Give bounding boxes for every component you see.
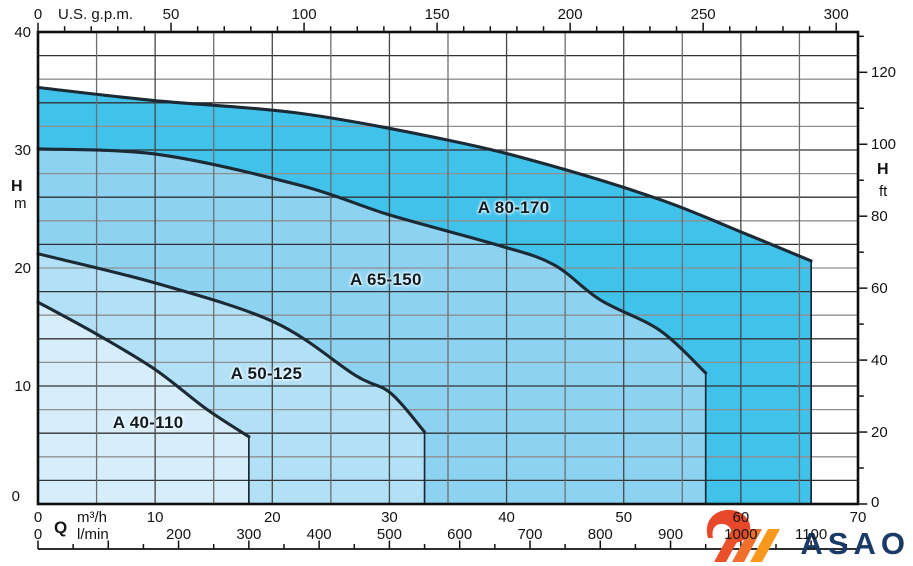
top-axis-unit-label: U.S. g.p.m. xyxy=(58,6,134,23)
bottom-m3h-tick-label: 70 xyxy=(849,509,867,526)
bottom-lmin-tick-label: 900 xyxy=(658,526,684,543)
bottom-m3h-tick-label: 60 xyxy=(732,509,750,526)
right-axis-tick-label: 60 xyxy=(871,280,888,298)
right-axis-tick-label: 80 xyxy=(871,208,888,226)
right-axis-tick-label: 20 xyxy=(871,424,888,442)
curve-a-65-150 xyxy=(36,147,708,375)
left-axis-quantity-label: H xyxy=(11,178,23,195)
right-axis-tick-label: 0 xyxy=(871,494,880,511)
logo: ASAO xyxy=(698,504,913,566)
region-a-40-110 xyxy=(38,302,249,504)
series-label-a-50-125: A 50-125 xyxy=(230,364,303,384)
bottom-lmin-tick-label: 400 xyxy=(306,526,332,543)
bottom-lmin-tick-label: 500 xyxy=(376,526,402,543)
bottom-lmin-tick-label: 700 xyxy=(517,526,543,543)
top-axis-tick-label: 100 xyxy=(291,6,317,23)
bottom-lmin-tick-label: 300 xyxy=(236,526,262,543)
left-axis-tick-label: 0 xyxy=(11,488,20,505)
curve-a-50-125 xyxy=(36,252,427,434)
bottom-axis-m3h-unit-label: m³/h xyxy=(77,509,107,526)
series-label-a-65-150: A 65-150 xyxy=(350,269,422,289)
series-label-a-80-170: A 80-170 xyxy=(477,197,550,217)
logo-2-swoosh-icon xyxy=(706,509,780,562)
curve-a-80-170 xyxy=(36,85,813,263)
series-label-a-40-110: A 40-110 xyxy=(112,412,184,432)
curve-a-40-110 xyxy=(36,300,251,439)
right-axis-quantity-label: H xyxy=(877,161,889,178)
bottom-m3h-tick-label: 40 xyxy=(498,509,515,526)
logo-text: ASAO xyxy=(800,526,910,561)
bottom-m3h-tick-label: 30 xyxy=(381,509,398,526)
bottom-m3h-tick-label: 10 xyxy=(146,509,164,526)
bottom-lmin-tick-label: 800 xyxy=(587,526,613,543)
bottom-lmin-tick-label: 0 xyxy=(33,526,43,543)
bottom-lmin-tick-label: 1100 xyxy=(794,526,828,543)
right-axis-tick-label: 120 xyxy=(871,64,897,82)
left-axis-tick-label: 40 xyxy=(14,24,31,41)
top-axis-tick-label: 250 xyxy=(690,6,716,23)
top-axis-tick-label: 50 xyxy=(162,6,180,23)
top-axis-tick-label: 150 xyxy=(424,6,450,23)
left-axis-tick-label: 20 xyxy=(14,260,31,277)
bottom-lmin-tick-label: 1000 xyxy=(724,526,758,543)
right-axis-tick-label: 100 xyxy=(871,136,897,154)
bottom-m3h-tick-label: 0 xyxy=(33,509,43,526)
left-axis-tick-label: 10 xyxy=(14,378,31,395)
left-axis-unit-label: m xyxy=(14,195,27,212)
plot-border xyxy=(36,30,860,506)
top-axis-tick-label: 200 xyxy=(557,6,583,23)
bottom-m3h-tick-label: 20 xyxy=(263,509,281,526)
right-axis-tick-label: 40 xyxy=(871,352,888,370)
right-axis-unit-label: ft xyxy=(879,183,888,200)
bottom-lmin-tick-label: 200 xyxy=(166,526,192,543)
top-axis-tick-label: 300 xyxy=(823,6,849,23)
bottom-m3h-tick-label: 50 xyxy=(615,509,633,526)
bottom-axis-quantity-label: Q xyxy=(54,518,68,537)
top-axis-tick-label: 0 xyxy=(33,6,43,23)
left-axis-tick-label: 30 xyxy=(14,142,31,159)
bottom-lmin-tick-label: 600 xyxy=(447,526,473,543)
bottom-axis-lmin-unit-label: l/min xyxy=(77,526,109,543)
